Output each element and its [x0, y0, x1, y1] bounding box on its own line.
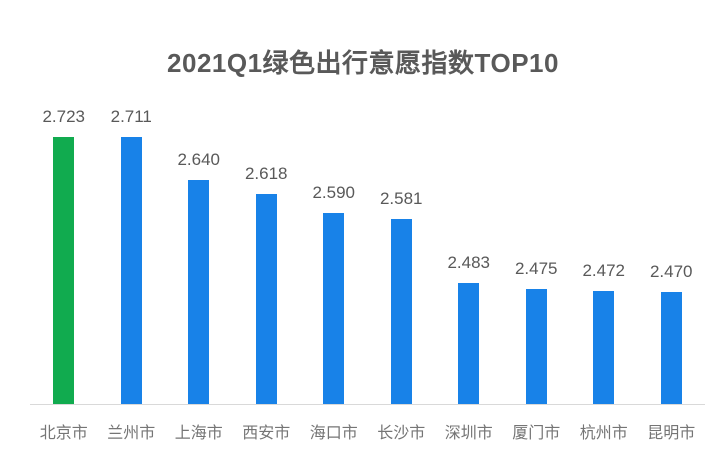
- bar: [390, 218, 412, 404]
- bar: [323, 212, 345, 404]
- bar-value-label: 2.640: [177, 149, 221, 169]
- bar: [525, 288, 547, 404]
- category-label: 厦门市: [512, 425, 561, 442]
- category-label: 西安市: [242, 425, 291, 442]
- bar: [660, 291, 682, 404]
- bar-value-label: 2.472: [582, 260, 626, 280]
- plot-area: 2.723 2.711 2.640 2.618 2.590 2.581 2.48…: [30, 107, 705, 405]
- bar-column: 2.723: [30, 107, 98, 404]
- bar-column: 2.470: [638, 107, 706, 404]
- bar-column: 2.475: [503, 107, 571, 404]
- bar-value-label: 2.470: [649, 261, 693, 281]
- bar: [593, 290, 615, 404]
- bar-column: 2.640: [165, 107, 233, 404]
- bar-value-label: 2.618: [244, 164, 288, 184]
- category-label: 北京市: [39, 425, 88, 442]
- bar-column: 2.711: [98, 107, 166, 404]
- bar-value-label: 2.711: [110, 107, 152, 126]
- bar: [188, 179, 210, 404]
- chart-title: 2021Q1绿色出行意愿指数TOP10: [167, 48, 559, 78]
- bar-column: 2.581: [368, 107, 436, 404]
- category-label: 昆明市: [647, 425, 696, 442]
- bar-column: 2.472: [570, 107, 638, 404]
- bar: [255, 194, 277, 404]
- bar: [458, 283, 480, 404]
- bar-column: 2.590: [300, 107, 368, 404]
- bar-value-label: 2.475: [514, 258, 558, 278]
- bar-column: 2.483: [435, 107, 503, 404]
- category-labels-row: 北京市 兰州市 上海市 西安市 海口市 长沙市 深圳市 厦门市 杭州市 昆明市: [30, 419, 705, 443]
- bar: [53, 137, 75, 404]
- bar-value-label: 2.590: [312, 182, 356, 202]
- category-label: 海口市: [309, 425, 358, 442]
- category-label: 长沙市: [377, 425, 426, 442]
- category-label: 杭州市: [579, 425, 628, 442]
- bar-value-label: 2.723: [42, 107, 86, 126]
- bar-column: 2.618: [233, 107, 301, 404]
- bar-value-label: 2.483: [447, 253, 491, 273]
- category-label: 上海市: [174, 425, 223, 442]
- bar: [120, 137, 142, 404]
- bar-value-label: 2.581: [379, 188, 423, 208]
- category-label: 兰州市: [107, 425, 156, 442]
- category-label: 深圳市: [444, 425, 493, 442]
